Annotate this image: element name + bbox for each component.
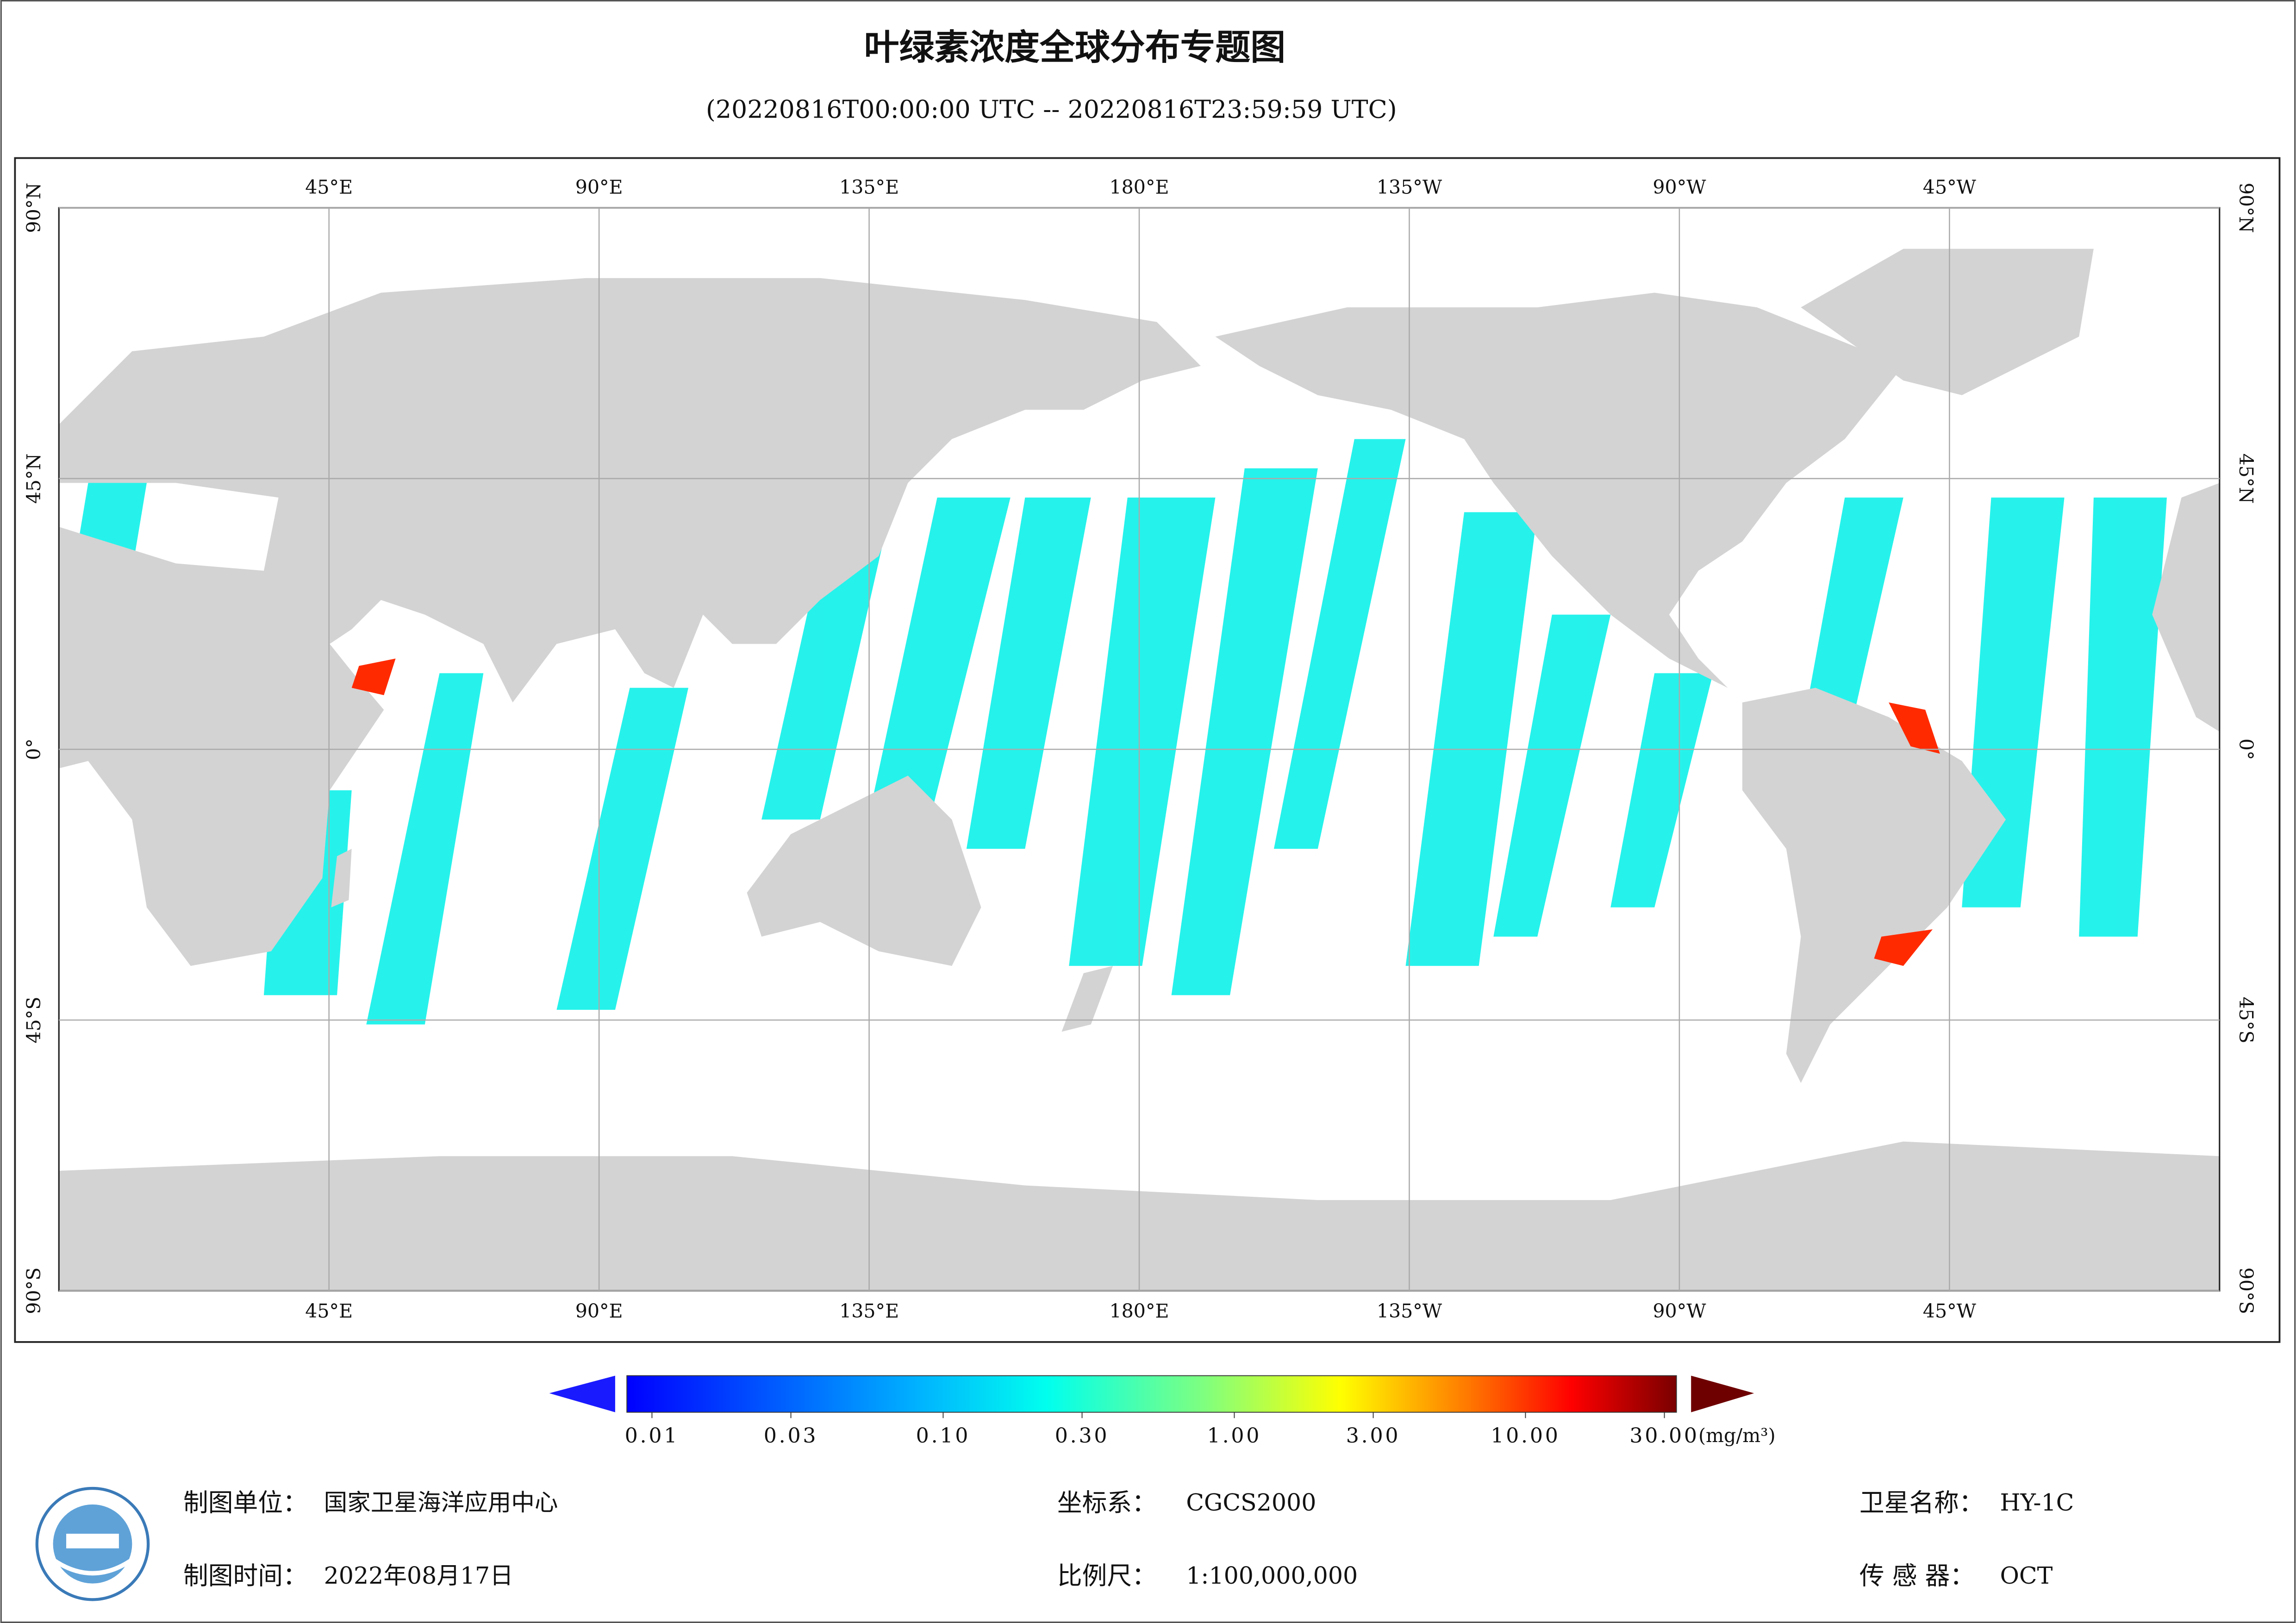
lat-label: 90°S	[23, 1268, 45, 1314]
lat-label: 45°S	[2235, 997, 2257, 1044]
lon-label: 45°E	[305, 1300, 353, 1322]
colorbar-over	[1691, 1375, 1754, 1412]
lon-label: 90°W	[1653, 1300, 1706, 1322]
colorbar	[626, 1375, 1677, 1413]
footer-value: OCT	[2000, 1562, 2053, 1589]
colorbar-label: 10.00	[1491, 1424, 1560, 1448]
map-frame	[14, 157, 2281, 1343]
colorbar-under	[549, 1375, 615, 1412]
footer-label: 比例尺：	[1057, 1561, 1157, 1591]
lon-label: 45°W	[1923, 1300, 1977, 1322]
lon-label: 90°E	[575, 176, 623, 198]
lon-label: 90°E	[575, 1300, 623, 1322]
title: 叶绿素浓度全球分布专题图	[864, 27, 1286, 68]
colorbar-unit: (mg/m³)	[1698, 1424, 1776, 1447]
lon-label: 45°W	[1923, 176, 1977, 198]
footer-label: 卫星名称：	[1859, 1488, 1984, 1517]
lon-label: 180°E	[1110, 176, 1169, 198]
lat-label: 0°	[2235, 739, 2257, 760]
footer-value: 2022年08月17日	[324, 1562, 513, 1589]
lon-label: 90°W	[1653, 176, 1706, 198]
footer-label: 制图时间：	[183, 1561, 308, 1591]
lon-label: 45°E	[305, 176, 353, 198]
lat-label: 45°S	[23, 997, 45, 1044]
lon-label: 135°E	[839, 1300, 899, 1322]
subtitle: (20220816T00:00:00 UTC -- 20220816T23:59…	[706, 94, 1397, 124]
lat-label: 90°N	[2235, 183, 2257, 233]
footer-value: 1:100,000,000	[1186, 1562, 1358, 1589]
lat-label: 90°S	[2235, 1268, 2257, 1314]
colorbar-label: 0.10	[916, 1424, 971, 1448]
footer-value: HY-1C	[2000, 1489, 2074, 1516]
footer-label: 坐标系：	[1057, 1488, 1157, 1517]
footer-label: 制图单位：	[183, 1488, 308, 1517]
lon-label: 135°W	[1377, 176, 1442, 198]
lat-label: 45°N	[23, 454, 45, 504]
footer-value: CGCS2000	[1186, 1489, 1316, 1516]
colorbar-label: 0.01	[625, 1424, 680, 1448]
lat-label: 90°N	[23, 183, 45, 233]
lon-label: 135°W	[1377, 1300, 1442, 1322]
map	[59, 249, 2220, 1291]
colorbar-label: 0.03	[764, 1424, 818, 1448]
footer-value: 国家卫星海洋应用中心	[324, 1489, 558, 1516]
logo	[35, 1486, 150, 1601]
colorbar-label: 0.30	[1055, 1424, 1110, 1448]
high-chlorophyll	[351, 659, 1940, 966]
lon-label: 180°E	[1110, 1300, 1169, 1322]
lat-label: 0°	[23, 739, 45, 760]
colorbar-label: 30.00	[1629, 1424, 1699, 1448]
lon-label: 135°E	[839, 176, 899, 198]
colorbar-label: 3.00	[1346, 1424, 1401, 1448]
colorbar-label: 1.00	[1207, 1424, 1262, 1448]
footer-label: 传 感 器：	[1859, 1561, 1975, 1591]
lat-label: 45°N	[2235, 454, 2257, 504]
